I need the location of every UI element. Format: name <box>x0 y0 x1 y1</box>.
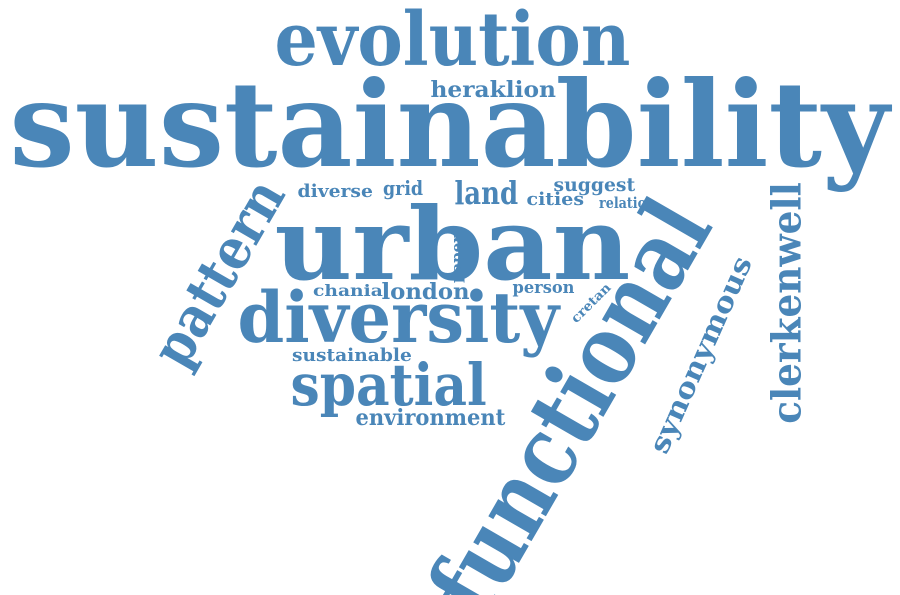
word-diversity: diversity <box>236 276 559 359</box>
word-suggest: suggest <box>552 173 635 196</box>
word-heraklion: heraklion <box>430 77 556 103</box>
word-clerkenwell: clerkenwell <box>762 182 810 424</box>
word-land: land <box>453 174 518 212</box>
word-chania: chania <box>313 281 383 300</box>
word-evolution: evolution <box>273 0 630 83</box>
word-person: person <box>511 277 574 298</box>
word-cities: cities <box>526 189 584 210</box>
word-environment: environment <box>354 405 505 431</box>
word-diverse: diverse <box>297 181 373 202</box>
word-urban: urban <box>274 185 630 303</box>
word-sustainable: sustainable <box>292 345 412 366</box>
word-sustainability: sustainability <box>8 55 889 194</box>
word-paper: paper <box>448 235 465 283</box>
word-london: london <box>380 279 470 305</box>
word-grid: grid <box>383 176 424 200</box>
word-spatial: spatial <box>290 351 487 419</box>
word-relation: relation <box>599 193 656 212</box>
